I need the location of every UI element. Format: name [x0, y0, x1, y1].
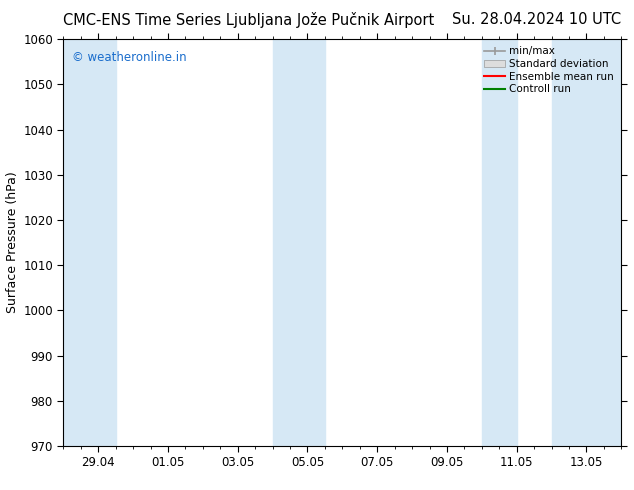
- Text: Su. 28.04.2024 10 UTC: Su. 28.04.2024 10 UTC: [452, 12, 621, 27]
- Bar: [273, 39, 325, 446]
- Bar: [552, 39, 621, 446]
- Legend: min/max, Standard deviation, Ensemble mean run, Controll run: min/max, Standard deviation, Ensemble me…: [482, 45, 616, 97]
- Y-axis label: Surface Pressure (hPa): Surface Pressure (hPa): [6, 172, 19, 314]
- Text: © weatheronline.in: © weatheronline.in: [72, 51, 186, 64]
- Bar: [482, 39, 517, 446]
- Text: CMC-ENS Time Series Ljubljana Jože Pučnik Airport: CMC-ENS Time Series Ljubljana Jože Pučni…: [63, 12, 435, 28]
- Bar: [63, 39, 115, 446]
